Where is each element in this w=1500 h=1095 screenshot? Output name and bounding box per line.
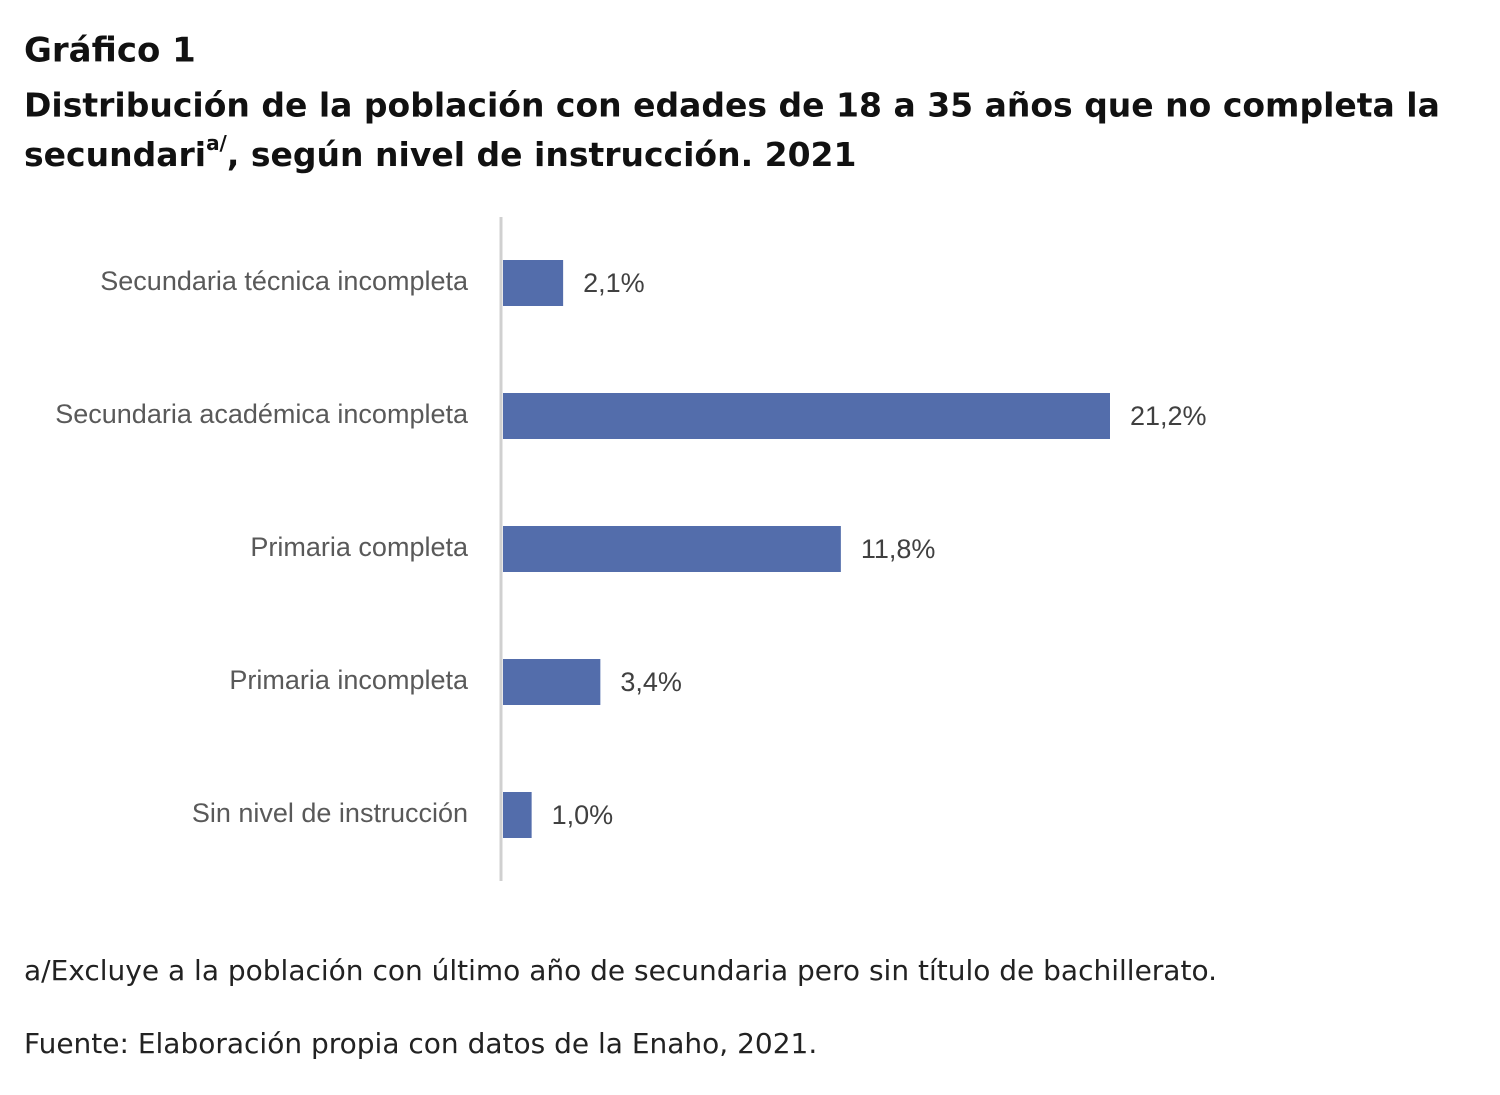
chart-title: , según nivel de instrucción. 2021	[227, 135, 857, 174]
bar	[503, 260, 564, 306]
value-label: 3,4%	[620, 667, 682, 697]
category-label: Secundaria técnica incompleta	[100, 266, 469, 296]
category-label: Primaria completa	[250, 532, 469, 562]
chart-title: Distribución de la población con edades …	[24, 86, 1440, 125]
bar	[503, 792, 532, 838]
bar	[503, 526, 841, 572]
value-label: 11,8%	[861, 534, 936, 564]
category-label: Primaria incompleta	[229, 665, 469, 695]
value-label: 21,2%	[1130, 401, 1207, 431]
chart-title: secundaria/, según nivel de instrucción.…	[24, 131, 856, 174]
value-label: 2,1%	[583, 268, 645, 298]
source: Fuente: Elaboración propia con datos de …	[24, 1027, 817, 1060]
chart-title: secundari	[24, 135, 206, 174]
bar	[503, 659, 601, 705]
category-label: Sin nivel de instrucción	[192, 798, 468, 828]
bar	[503, 393, 1110, 439]
category-label: Secundaria académica incompleta	[55, 399, 469, 429]
value-label: 1,0%	[552, 800, 614, 830]
figure-label: Gráfico 1	[24, 31, 196, 71]
title-superscript: a/	[206, 131, 227, 155]
footnote: a/Excluye a la población con último año …	[24, 954, 1217, 987]
